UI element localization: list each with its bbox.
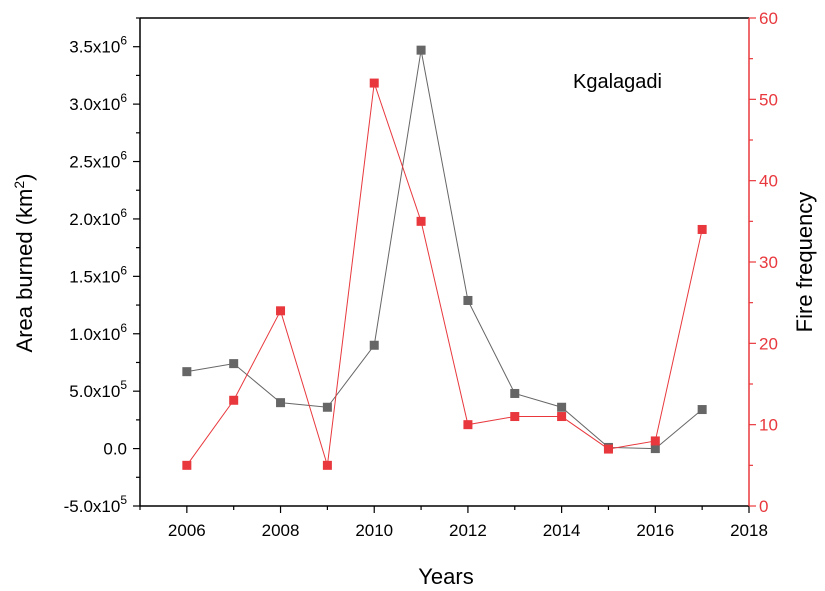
y-axis-right-title: Fire frequency: [792, 192, 817, 333]
y-right-tick-label: 60: [759, 9, 778, 28]
fire-frequency-point: [416, 216, 426, 226]
area-burned-point: [697, 405, 707, 415]
y-left-tick-label: -5.0x105: [64, 493, 128, 516]
fire-frequency-point: [322, 460, 332, 470]
series-layer: [182, 45, 707, 470]
y-left-tick-label: 2.5x106: [69, 149, 127, 172]
fire-frequency-point: [229, 395, 239, 405]
y-left-tick-label: 2.0x106: [69, 206, 127, 229]
fire-frequency-point: [603, 444, 613, 454]
chart-annotation: Kgalagadi: [573, 71, 662, 93]
area-burned-point: [510, 388, 520, 398]
y-left-tick-label: 3.0x106: [69, 91, 127, 114]
fire-frequency-point: [182, 460, 192, 470]
area-burned-point: [463, 295, 473, 305]
x-tick-label: 2016: [636, 521, 674, 540]
fire-frequency-point: [557, 412, 567, 422]
area-burned-point: [229, 359, 239, 369]
area-burned-line: [186, 50, 703, 450]
area-burned-point: [416, 45, 426, 55]
fire-frequency-point: [697, 224, 707, 234]
tick-labels: 2006 2008 2010 2012 2014 2016 2018-5.0x1050.05…: [64, 9, 778, 540]
axes-frame: [133, 17, 756, 513]
fire-frequency-point: [276, 306, 286, 316]
area-burned-point: [557, 402, 567, 412]
x-tick-label: 2012: [449, 521, 487, 540]
area-burned-point: [650, 444, 660, 454]
x-tick-label: 2014: [543, 521, 581, 540]
x-tick-label: 2010: [355, 521, 393, 540]
fire-frequency-point: [510, 412, 520, 422]
y-right-tick-label: 0: [759, 497, 768, 516]
y-right-tick-label: 10: [759, 416, 778, 435]
fire-frequency-point: [463, 420, 473, 430]
area-burned-point: [276, 398, 286, 408]
area-burned-point: [182, 367, 192, 377]
x-tick-label: 2008: [262, 521, 300, 540]
y-left-tick-label: 3.5x106: [69, 34, 127, 57]
x-tick-label: 2018: [730, 521, 768, 540]
y-left-tick-label: 1.0x106: [69, 321, 127, 344]
fire-frequency-point: [369, 78, 379, 88]
y-left-tick-label: 0.0: [103, 440, 127, 459]
fire-frequency-line: [186, 82, 703, 466]
fire-frequency-point: [650, 436, 660, 446]
x-axis-title: Years: [418, 564, 473, 589]
y-axis-left-title: Area burned (km2): [11, 174, 37, 353]
area-burned-point: [369, 340, 379, 350]
y-right-tick-label: 30: [759, 253, 778, 272]
y-left-tick-label: 1.5x106: [69, 263, 127, 286]
y-right-tick-label: 20: [759, 334, 778, 353]
y-right-tick-label: 50: [759, 90, 778, 109]
y-left-tick-label: 5.0x105: [69, 378, 127, 401]
area-burned-point: [322, 402, 332, 412]
x-tick-label: 2006: [168, 521, 206, 540]
y-right-tick-label: 40: [759, 172, 778, 191]
